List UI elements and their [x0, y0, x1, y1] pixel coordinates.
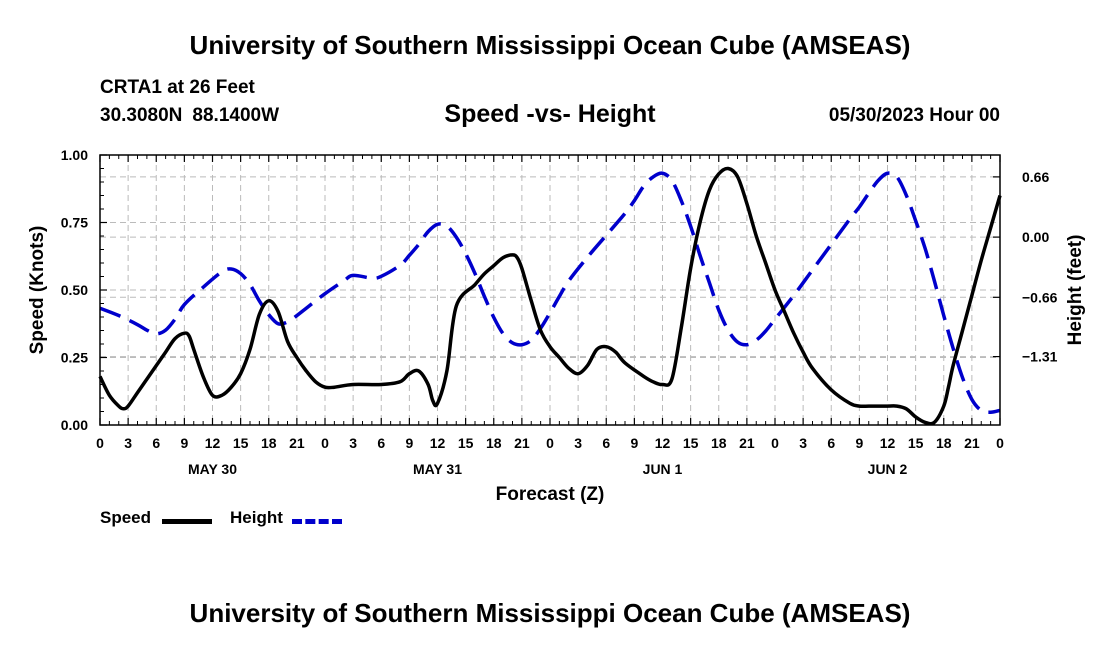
forecast-date: 05/30/2023 Hour 00 — [828, 105, 1000, 126]
x-tick-label: 0 — [96, 435, 104, 451]
x-tick-label: 0 — [546, 435, 554, 451]
x-tick-label: 9 — [630, 435, 638, 451]
y2-tick-label: −0.66 — [1022, 289, 1058, 305]
x-tick-label: 6 — [827, 435, 835, 451]
x-tick-label: 0 — [771, 435, 779, 451]
x-tick-label: 6 — [377, 435, 385, 451]
y-axis-title: Speed (Knots) — [27, 226, 48, 355]
x-tick-label: 0 — [996, 435, 1004, 451]
legend-height-label: Height — [230, 508, 283, 527]
y-tick-label: 0.00 — [61, 417, 88, 433]
day-label: MAY 30 — [188, 461, 237, 477]
day-label: MAY 31 — [413, 461, 462, 477]
latitude: 30.3080N — [100, 105, 183, 126]
x-tick-label: 12 — [205, 435, 221, 451]
y2-tick-label: 0.66 — [1022, 169, 1049, 185]
x-tick-label: 15 — [458, 435, 474, 451]
x-tick-label: 21 — [289, 435, 305, 451]
x-tick-label: 18 — [711, 435, 727, 451]
station-label: CRTA1 at 26 Feet — [100, 77, 255, 98]
legend-height-swatch — [292, 519, 342, 524]
x-axis-title: Forecast (Z) — [496, 484, 605, 505]
plot-title: Speed -vs- Height — [444, 100, 656, 128]
x-tick-label: 9 — [405, 435, 413, 451]
x-tick-label: 21 — [964, 435, 980, 451]
x-tick-label: 12 — [655, 435, 671, 451]
x-tick-label: 3 — [574, 435, 582, 451]
y-tick-label: 0.75 — [61, 215, 88, 231]
day-label: JUN 2 — [868, 461, 908, 477]
y-tick-label: 0.25 — [61, 350, 88, 366]
y2-tick-label: 0.00 — [1022, 229, 1049, 245]
main-title: University of Southern Mississippi Ocean… — [189, 30, 911, 60]
y2-tick-label: −1.31 — [1022, 349, 1058, 365]
x-tick-label: 9 — [855, 435, 863, 451]
legend-speed-swatch — [162, 519, 212, 524]
longitude: 88.1400W — [192, 105, 280, 126]
x-tick-label: 12 — [430, 435, 446, 451]
x-tick-label: 21 — [514, 435, 530, 451]
x-tick-label: 21 — [739, 435, 755, 451]
x-tick-label: 6 — [152, 435, 160, 451]
series-line-height — [99, 171, 1001, 414]
legend-speed-label: Speed — [100, 508, 152, 527]
y-tick-label: 1.00 — [61, 147, 88, 163]
x-tick-label: 9 — [180, 435, 188, 451]
grid-lines — [100, 155, 1000, 425]
x-tick-label: 18 — [936, 435, 952, 451]
x-tick-label: 3 — [799, 435, 807, 451]
x-tick-label: 15 — [908, 435, 924, 451]
x-tick-label: 12 — [880, 435, 896, 451]
y2-axis-title: Height (feet) — [1065, 235, 1086, 346]
x-tick-label: 0 — [321, 435, 329, 451]
station-coordinates: 30.3080N 88.1400W — [100, 105, 279, 127]
x-tick-label: 6 — [602, 435, 610, 451]
x-tick-label: 18 — [261, 435, 277, 451]
x-tick-label: 15 — [233, 435, 249, 451]
x-tick-label: 3 — [349, 435, 357, 451]
series-layer — [98, 166, 1002, 426]
day-label: JUN 1 — [643, 461, 683, 477]
x-tick-label: 3 — [124, 435, 132, 451]
tick-labels: 0 3 6 9 12 15 18 21 0 3 6 9 12 15 18 21 0 3 6 9 12 15 18 21 0 3 6 9… — [61, 147, 1058, 477]
y-tick-label: 0.50 — [61, 282, 88, 298]
x-tick-label: 18 — [486, 435, 502, 451]
footer-title: University of Southern Mississippi Ocean… — [189, 598, 911, 628]
x-tick-label: 15 — [683, 435, 699, 451]
axis-ticks — [99, 154, 1001, 426]
series-line-speed — [98, 166, 1002, 426]
